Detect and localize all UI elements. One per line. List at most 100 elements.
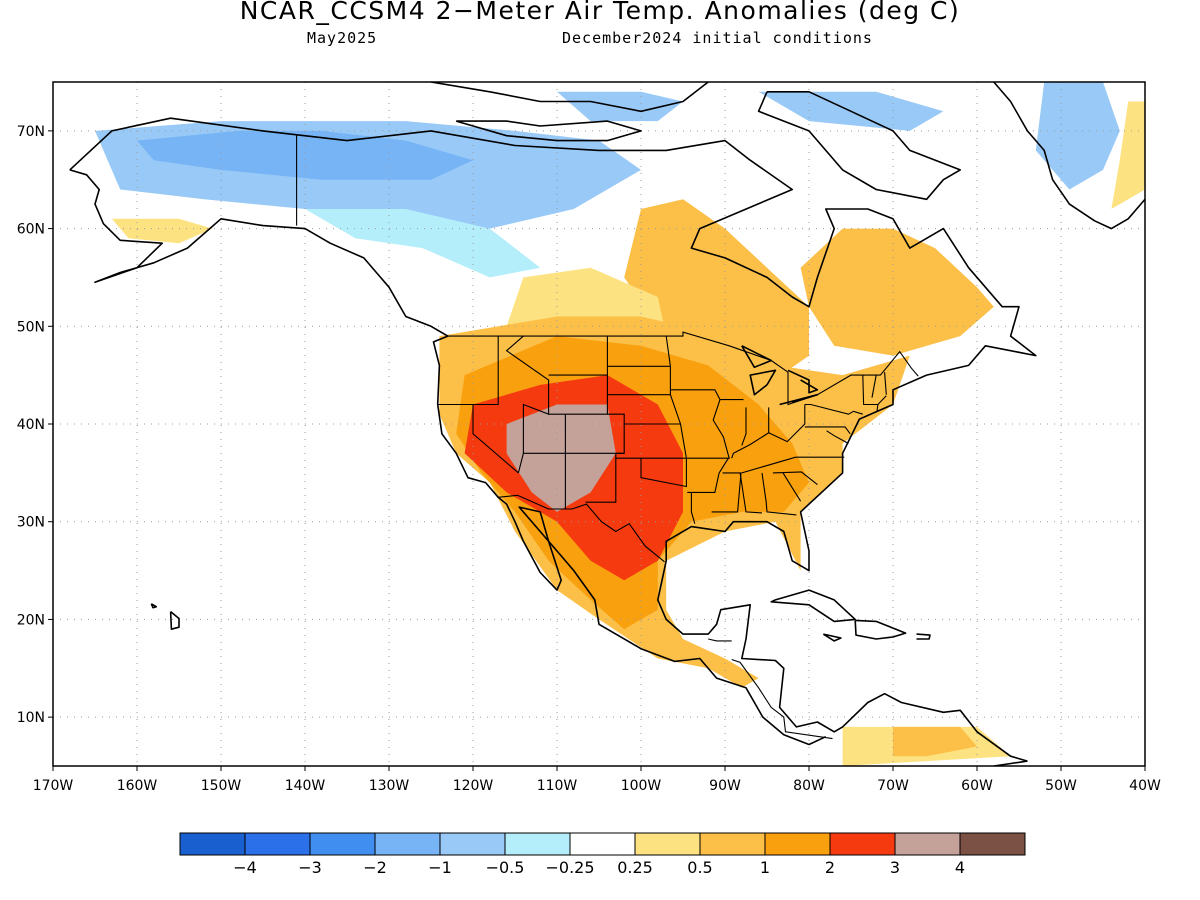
coastline-segment (993, 760, 1028, 766)
lat-tick-label: 20N (17, 612, 45, 628)
border-segment (741, 407, 747, 446)
border-segment (731, 658, 833, 740)
coastline-layer (69, 82, 1145, 766)
legend-label: −4 (233, 858, 257, 877)
lat-tick-label: 10N (17, 710, 45, 726)
anomaly-region-ontario-warm (624, 199, 809, 385)
border-segment (711, 472, 742, 513)
lon-tick-label: 160W (117, 778, 158, 794)
border-segment (876, 404, 879, 412)
legend-swatch (634, 832, 701, 856)
latitude-labels: 70N 60N 50N 40N 30N 20N 10N (17, 124, 53, 726)
lon-tick-label: 170W (33, 778, 74, 794)
legend-swatch (894, 832, 961, 856)
border-segment (871, 374, 877, 398)
anomaly-region-greenland-warm (1111, 101, 1145, 209)
coastline-segment (757, 91, 962, 201)
coastline-segment (150, 603, 158, 609)
legend-label: 2 (825, 858, 835, 877)
legend-swatch (374, 832, 441, 856)
border-segment (804, 426, 851, 435)
legend-swatch (959, 832, 1026, 856)
coastline-segment (455, 120, 642, 142)
legend-swatch (244, 832, 311, 856)
lon-tick-label: 100W (621, 778, 662, 794)
border-segment (665, 336, 687, 459)
lon-tick-label: 140W (285, 778, 326, 794)
legend-label: −0.25 (545, 858, 594, 877)
anomaly-region-alaska-cool-core (137, 130, 473, 180)
lon-tick-label: 40W (1129, 778, 1161, 794)
anomaly-region-nw-canada-light-cool (305, 209, 541, 278)
border-segment (708, 638, 732, 642)
legend-swatch (829, 832, 896, 856)
legend-label: −3 (298, 858, 322, 877)
border-segment (862, 375, 887, 406)
coastline-segment (770, 589, 857, 623)
legend-label: 0.25 (617, 858, 653, 877)
lon-tick-label: 90W (709, 778, 741, 794)
border-segment (741, 456, 845, 474)
lon-tick-label: 50W (1045, 778, 1077, 794)
lon-tick-label: 110W (537, 778, 578, 794)
lat-tick-label: 70N (17, 124, 45, 140)
lat-tick-label: 30N (17, 515, 45, 531)
legend-label: 3 (890, 858, 900, 877)
border-segment (472, 404, 519, 474)
graticule-layer (53, 82, 1145, 766)
border-segment (437, 336, 499, 406)
coastline-segment (169, 610, 180, 631)
legend-swatch (699, 832, 766, 856)
legend-label: −1 (428, 858, 452, 877)
anomaly-region-quebec-warm (800, 228, 994, 356)
anomaly-region-venezuela-warm (893, 726, 977, 757)
border-segment (615, 457, 687, 488)
legend-label: −0.5 (486, 858, 525, 877)
coastline-segment (787, 369, 819, 394)
coastline-segment (854, 619, 907, 640)
border-segment (761, 472, 797, 516)
coastline-segment (749, 369, 777, 396)
coastline-segment (741, 345, 773, 369)
longitude-labels: 170W 160W 150W 140W 130W 120W 110W 100W 90W 80W 70… (33, 766, 1161, 794)
coastline-segment (822, 633, 842, 642)
lon-tick-label: 80W (793, 778, 825, 794)
border-segment (739, 472, 763, 514)
lon-tick-label: 60W (961, 778, 993, 794)
lon-tick-label: 130W (369, 778, 410, 794)
color-legend: −4 −3 −2 −1 −0.5 −0.25 0.25 0.5 1 2 3 4 (179, 832, 1026, 877)
coastline-segment (69, 117, 1037, 762)
chart-title: NCAR_CCSM4 2−Meter Air Temp. Anomalies (… (239, 0, 961, 25)
anomaly-region-alaska-south-warm (111, 218, 213, 244)
anomaly-region-four-corners-hottest (506, 404, 616, 512)
lat-tick-label: 60N (17, 222, 45, 238)
anomaly-shading-layer (95, 82, 1145, 766)
border-segment (884, 372, 887, 395)
border-segment (498, 494, 665, 563)
lon-tick-label: 150W (201, 778, 242, 794)
legend-label: 0.5 (687, 858, 712, 877)
legend-label: 1 (760, 858, 770, 877)
border-segment (690, 492, 696, 524)
border-segment (826, 430, 849, 444)
legend-swatch (504, 832, 571, 856)
border-segment (670, 389, 730, 459)
legend-swatch (309, 832, 376, 856)
coastline-segment (69, 169, 827, 746)
political-border-layer (296, 134, 919, 740)
border-segment (782, 472, 802, 502)
lon-tick-label: 120W (453, 778, 494, 794)
lat-tick-label: 50N (17, 319, 45, 335)
legend-swatch (569, 832, 636, 856)
border-segment (772, 471, 818, 486)
border-segment (687, 457, 729, 493)
legend-label: −2 (363, 858, 387, 877)
coastline-segment (916, 633, 931, 640)
lon-tick-label: 70W (877, 778, 909, 794)
border-segment (804, 403, 863, 415)
coastline-segment (993, 82, 1145, 230)
anomaly-region-greenland-cool (1035, 82, 1120, 190)
plot-area (53, 82, 1145, 766)
init-conditions-label: December2024 initial conditions (562, 29, 873, 47)
